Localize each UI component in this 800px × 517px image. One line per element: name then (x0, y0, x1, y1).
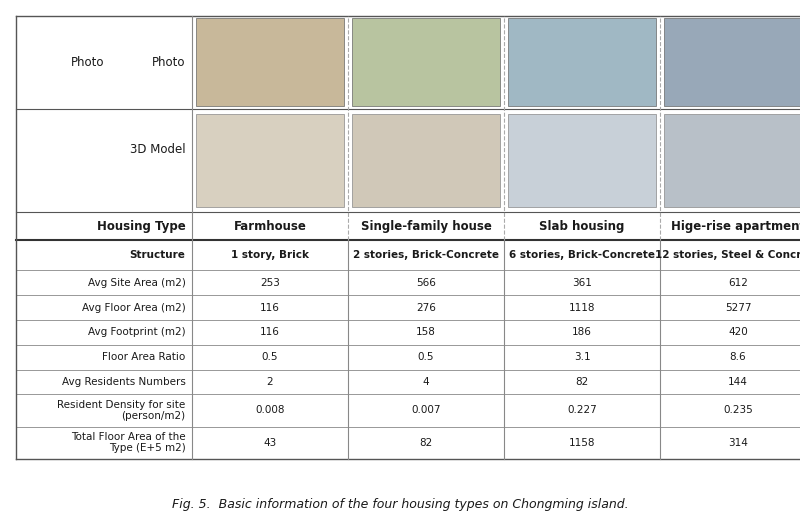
Text: 0.5: 0.5 (262, 352, 278, 362)
Bar (508, 18, 656, 106)
Text: 1 story, Brick: 1 story, Brick (231, 250, 309, 261)
Text: 276: 276 (416, 302, 436, 313)
Text: 8.6: 8.6 (730, 352, 746, 362)
Text: Hige-rise apartment: Hige-rise apartment (671, 220, 800, 233)
Text: 361: 361 (572, 278, 592, 288)
Text: 314: 314 (728, 437, 748, 448)
Text: 0.007: 0.007 (411, 405, 441, 416)
Text: 2 stories, Brick-Concrete: 2 stories, Brick-Concrete (353, 250, 499, 261)
Text: Avg Floor Area (m2): Avg Floor Area (m2) (82, 302, 186, 313)
Text: 1158: 1158 (569, 437, 595, 448)
Text: 82: 82 (575, 377, 589, 387)
Text: 6 stories, Brick-Concrete: 6 stories, Brick-Concrete (509, 250, 655, 261)
Text: 186: 186 (572, 327, 592, 338)
Text: 0.008: 0.008 (255, 405, 285, 416)
Text: 4: 4 (422, 377, 430, 387)
Text: 253: 253 (260, 278, 280, 288)
Bar (352, 114, 500, 207)
Text: 158: 158 (416, 327, 436, 338)
Text: 566: 566 (416, 278, 436, 288)
Text: 612: 612 (728, 278, 748, 288)
Text: 82: 82 (419, 437, 433, 448)
Text: 116: 116 (260, 302, 280, 313)
Text: Avg Residents Numbers: Avg Residents Numbers (62, 377, 186, 387)
Bar (508, 114, 656, 207)
Text: Avg Footprint (m2): Avg Footprint (m2) (88, 327, 186, 338)
Text: Slab housing: Slab housing (539, 220, 625, 233)
Text: 0.227: 0.227 (567, 405, 597, 416)
Text: 3.1: 3.1 (574, 352, 590, 362)
Text: Structure: Structure (130, 250, 186, 261)
Text: 0.5: 0.5 (418, 352, 434, 362)
Bar (664, 114, 800, 207)
Text: 2: 2 (266, 377, 274, 387)
Text: 3D Model: 3D Model (130, 143, 186, 157)
Text: Photo: Photo (70, 55, 104, 69)
Text: 1118: 1118 (569, 302, 595, 313)
Text: Avg Site Area (m2): Avg Site Area (m2) (88, 278, 186, 288)
Text: 43: 43 (263, 437, 277, 448)
Text: Floor Area Ratio: Floor Area Ratio (102, 352, 186, 362)
Text: 420: 420 (728, 327, 748, 338)
Text: 0.235: 0.235 (723, 405, 753, 416)
Bar (196, 114, 344, 207)
Bar (196, 18, 344, 106)
Text: 144: 144 (728, 377, 748, 387)
Text: Single-family house: Single-family house (361, 220, 491, 233)
Bar (352, 18, 500, 106)
Text: Farmhouse: Farmhouse (234, 220, 306, 233)
Text: Total Floor Area of the
Type (E+5 m2): Total Floor Area of the Type (E+5 m2) (71, 432, 186, 453)
Text: Housing Type: Housing Type (97, 220, 186, 233)
Text: 12 stories, Steel & Concrete: 12 stories, Steel & Concrete (655, 250, 800, 261)
Text: 5277: 5277 (725, 302, 751, 313)
Text: Fig. 5.  Basic information of the four housing types on Chongming island.: Fig. 5. Basic information of the four ho… (172, 497, 628, 511)
Bar (664, 18, 800, 106)
Text: 116: 116 (260, 327, 280, 338)
Text: Resident Density for site
(person/m2): Resident Density for site (person/m2) (58, 400, 186, 421)
Text: Photo: Photo (152, 55, 186, 69)
